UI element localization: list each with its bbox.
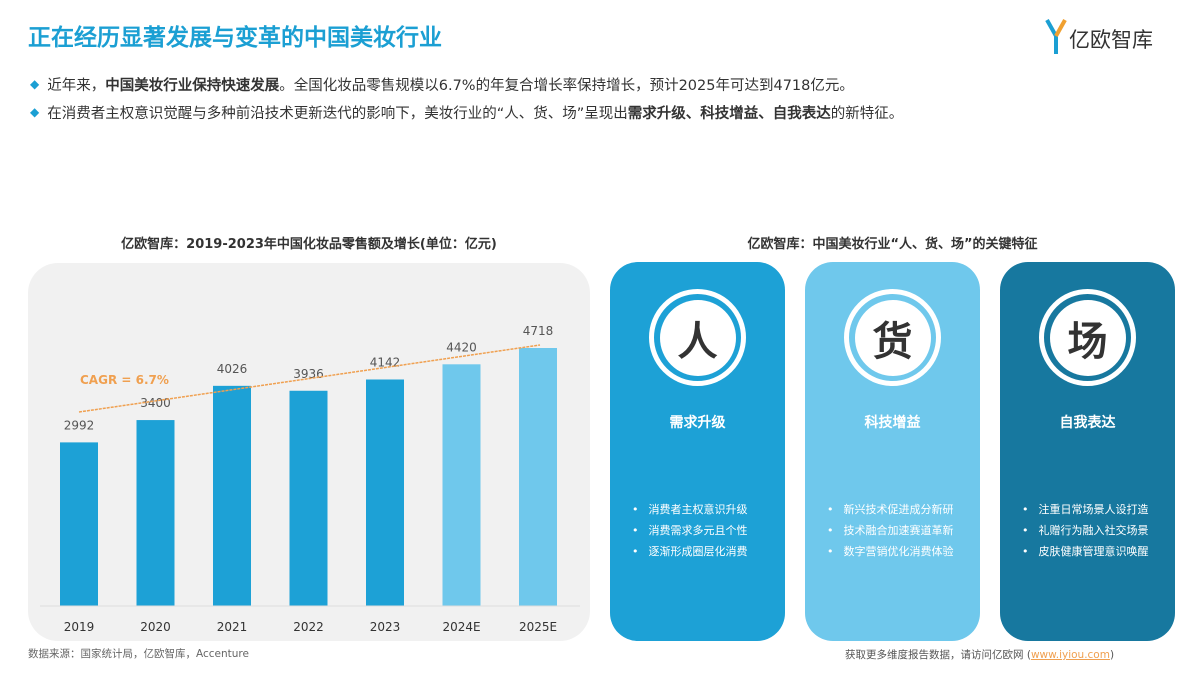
feature-card-2: 货 科技增益 新兴技术促进成分新研技术融合加速赛道革新数字营销优化消费体验 (805, 262, 980, 641)
list-item: 皮肤健康管理意识唤醒 (1022, 541, 1149, 562)
data-label: 4420 (446, 340, 477, 354)
bullet-2: ◆ 在消费者主权意识觉醒与多种前沿技术更新迭代的影响下，美妆行业的“人、货、场”呈… (30, 105, 904, 122)
diagram-title: 亿欧智库：中国美妆行业“人、货、场”的关键特征 (747, 237, 1038, 252)
x-tick-label: 2021 (217, 620, 248, 634)
x-tick-label: 2023 (370, 620, 401, 634)
diamond-icon: ◆ (30, 105, 40, 119)
cagr-annotation: CAGR = 6.7% (80, 373, 169, 387)
logo: 亿欧智库 (1045, 18, 1153, 54)
card-heading: 科技增益 (864, 415, 921, 431)
bullet-1: ◆ 近年来， 中国美妆行业保持快速发展 。全国化妆品零售规模以6.7%的年复合增长率保… (30, 77, 854, 94)
summary-bullets: ◆ 近年来， 中国美妆行业保持快速发展 。全国化妆品零售规模以6.7%的年复合增长率保… (30, 70, 903, 126)
list-item: 注重日常场景人设打造 (1022, 499, 1149, 520)
card-list: 消费者主权意识升级消费需求多元且个性逐渐形成圈层化消费 (632, 499, 748, 562)
bar (136, 420, 175, 606)
circle-badge: 人 (649, 289, 746, 386)
list-item: 消费者主权意识升级 (632, 499, 748, 520)
list-item: 礼赠行为融入社交场景 (1022, 520, 1149, 541)
circle-badge: 货 (844, 289, 941, 386)
chart-title: 亿欧智库：2019-2023年中国化妆品零售额及增长(单位：亿元) (121, 237, 497, 252)
feature-card-1: 人 需求升级 消费者主权意识升级消费需求多元且个性逐渐形成圈层化消费 (610, 262, 785, 641)
bar (442, 364, 481, 606)
diamond-icon: ◆ (30, 77, 40, 91)
bar (60, 442, 98, 606)
card-list: 新兴技术促进成分新研技术融合加速赛道革新数字营销优化消费体验 (827, 499, 954, 562)
bar (519, 348, 557, 606)
list-item: 新兴技术促进成分新研 (827, 499, 954, 520)
data-source: 数据来源：国家统计局，亿欧智库，Accenture (28, 648, 249, 660)
list-item: 逐渐形成圈层化消费 (632, 541, 748, 562)
x-tick-label: 2020 (140, 620, 171, 634)
x-tick-label: 2022 (293, 620, 324, 634)
website-link[interactable]: www.iyiou.com (1030, 649, 1110, 661)
data-label: 4718 (523, 324, 554, 338)
card-heading: 自我表达 (1059, 415, 1116, 431)
badge-char: 人 (659, 299, 736, 376)
bar-chart: 2992201934002020402620213936202241422023… (40, 324, 580, 634)
feature-card-3: 场 自我表达 注重日常场景人设打造礼赠行为融入社交场景皮肤健康管理意识唤醒 (1000, 262, 1175, 641)
bar (289, 390, 328, 606)
badge-char: 货 (854, 299, 931, 376)
data-label: 2992 (64, 418, 95, 432)
bar (213, 385, 251, 606)
list-item: 数字营销优化消费体验 (827, 541, 954, 562)
page-title: 正在经历显著发展与变革的中国美妆行业 (28, 25, 442, 51)
data-label: 3936 (293, 367, 324, 381)
x-tick-label: 2024E (442, 620, 480, 634)
trend-line (78, 344, 541, 413)
data-label: 4026 (217, 362, 248, 376)
list-item: 技术融合加速赛道革新 (827, 520, 954, 541)
logo-text: 亿欧智库 (1069, 28, 1153, 52)
card-list: 注重日常场景人设打造礼赠行为融入社交场景皮肤健康管理意识唤醒 (1022, 499, 1149, 562)
card-heading: 需求升级 (669, 415, 726, 431)
x-tick-label: 2019 (64, 620, 95, 634)
bar (366, 379, 404, 606)
list-item: 消费需求多元且个性 (632, 520, 748, 541)
x-tick-label: 2025E (519, 620, 557, 634)
badge-char: 场 (1049, 299, 1126, 376)
footer-note: 获取更多维度报告数据，请访问亿欧网 (www.iyiou.com) (845, 649, 1115, 661)
logo-mark-icon (1045, 19, 1067, 54)
circle-badge: 场 (1039, 289, 1136, 386)
